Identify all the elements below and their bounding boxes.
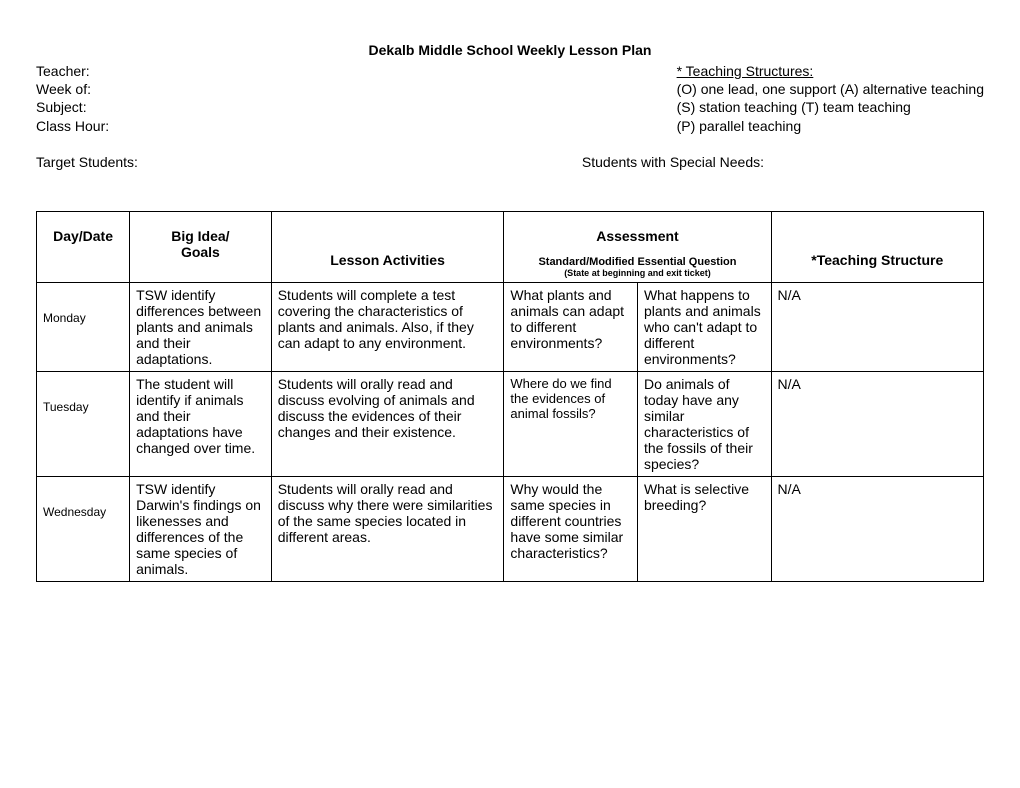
goals-cell: The student will identify if animals and…	[130, 371, 272, 476]
activities-cell: Students will complete a test covering t…	[271, 282, 504, 371]
col-structure: *Teaching Structure	[771, 211, 984, 282]
structures-line-1: (O) one lead, one support (A) alternativ…	[677, 80, 984, 98]
table-row: WednesdayTSW identify Darwin's findings …	[37, 476, 984, 581]
structure-cell: N/A	[771, 282, 984, 371]
activities-cell: Students will orally read and discuss ev…	[271, 371, 504, 476]
col-assessment-sub2: (State at beginning and exit ticket)	[510, 268, 764, 278]
day-cell: Wednesday	[37, 476, 130, 581]
header-left: Teacher: Week of: Subject: Class Hour:	[36, 62, 109, 135]
class-hour-label: Class Hour:	[36, 117, 109, 135]
goals-cell: TSW identify differences between plants …	[130, 282, 272, 371]
activities-cell: Students will orally read and discuss wh…	[271, 476, 504, 581]
col-assessment-title: Assessment	[596, 228, 679, 244]
col-day: Day/Date	[37, 211, 130, 282]
day-cell: Tuesday	[37, 371, 130, 476]
question-2-cell: Do animals of today have any similar cha…	[637, 371, 771, 476]
table-body: MondayTSW identify differences between p…	[37, 282, 984, 581]
question-1-cell: Why would the same species in different …	[504, 476, 638, 581]
subject-label: Subject:	[36, 98, 109, 116]
structure-cell: N/A	[771, 371, 984, 476]
col-activities: Lesson Activities	[271, 211, 504, 282]
col-goals: Big Idea/ Goals	[130, 211, 272, 282]
teaching-structures-title: * Teaching Structures:	[677, 62, 984, 80]
teacher-label: Teacher:	[36, 62, 109, 80]
structure-cell: N/A	[771, 476, 984, 581]
special-needs-label: Students with Special Needs:	[582, 153, 984, 171]
page-title: Dekalb Middle School Weekly Lesson Plan	[36, 42, 984, 58]
goals-cell: TSW identify Darwin's findings on likene…	[130, 476, 272, 581]
header-block: Teacher: Week of: Subject: Class Hour: *…	[36, 62, 984, 135]
day-cell: Monday	[37, 282, 130, 371]
question-1-cell: What plants and animals can adapt to dif…	[504, 282, 638, 371]
table-header-row: Day/Date Big Idea/ Goals Lesson Activiti…	[37, 211, 984, 282]
col-goals-l1: Big Idea/	[171, 228, 229, 244]
question-2-cell: What happens to plants and animals who c…	[637, 282, 771, 371]
week-of-label: Week of:	[36, 80, 109, 98]
structures-line-2: (S) station teaching (T) team teaching	[677, 98, 984, 116]
header-right: * Teaching Structures: (O) one lead, one…	[677, 62, 984, 135]
structures-line-3: (P) parallel teaching	[677, 117, 984, 135]
table-row: MondayTSW identify differences between p…	[37, 282, 984, 371]
question-2-cell: What is selective breeding?	[637, 476, 771, 581]
students-line: Target Students: Students with Special N…	[36, 153, 984, 171]
table-row: TuesdayThe student will identify if anim…	[37, 371, 984, 476]
question-1-cell: Where do we find the evidences of animal…	[504, 371, 638, 476]
target-students-label: Target Students:	[36, 153, 138, 171]
col-assessment-sub: Standard/Modified Essential Question	[510, 256, 764, 268]
col-assessment: Assessment Standard/Modified Essential Q…	[504, 211, 771, 282]
col-goals-l2: Goals	[181, 244, 220, 260]
lesson-plan-table: Day/Date Big Idea/ Goals Lesson Activiti…	[36, 211, 984, 582]
